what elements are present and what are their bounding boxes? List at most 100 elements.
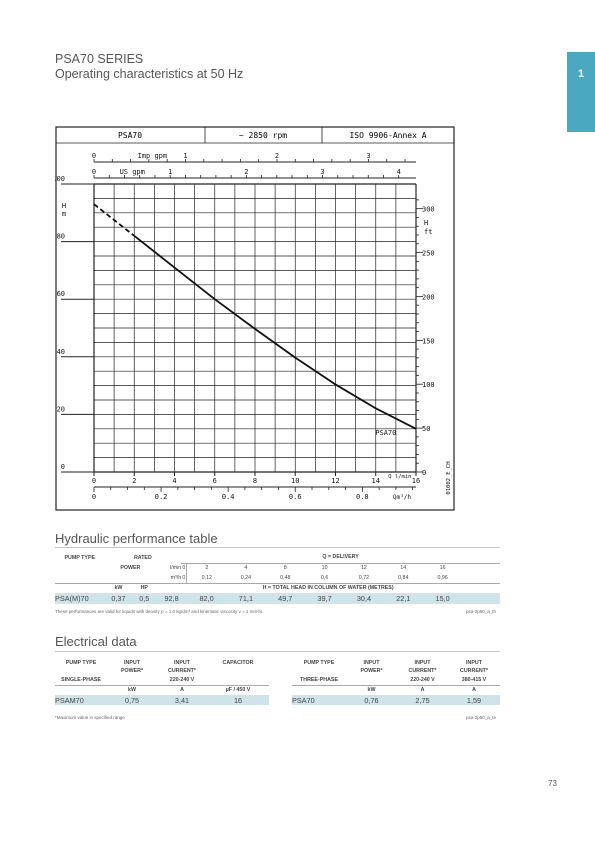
- e-h-power: POWER*: [120, 668, 144, 674]
- y-right-tick-label: 250: [422, 250, 435, 258]
- row-hp: 0,5: [132, 593, 157, 604]
- curve-psa70: [133, 235, 417, 430]
- unit-m3h: m³/h: [170, 574, 182, 581]
- y-right-label: H: [424, 219, 428, 227]
- e3-row-power: 0,76: [346, 695, 397, 705]
- x-us-tick-label: 4: [397, 168, 401, 176]
- y-left-tick-label: 20: [57, 405, 65, 413]
- e-row-current: 3,41: [157, 695, 207, 705]
- lmin-7: 16: [439, 565, 446, 572]
- head-6: 22,1: [383, 593, 423, 604]
- head-2: 71,1: [226, 593, 266, 604]
- x-m3h-tick-label: 0.2: [155, 493, 168, 501]
- e3-unit-a1: A: [420, 687, 425, 694]
- chapter-tab[interactable]: 1: [567, 52, 595, 132]
- electrical-table-three: PUMP TYPE INPUT INPUT INPUT POWER* CURRE…: [292, 658, 500, 705]
- lmin-1: 2: [205, 565, 209, 572]
- m3h-6: 0,84: [398, 574, 409, 581]
- electrical-rule: [55, 651, 500, 652]
- x-lmin-tick-label: 12: [331, 477, 339, 485]
- row-pump-type: PSA(M)70: [55, 593, 105, 604]
- m3h-5: 0,72: [358, 574, 370, 581]
- y-left-tick-label: 40: [57, 348, 65, 356]
- chart-side-code: 01002_E_CH: [446, 461, 452, 494]
- h-rated: RATED: [133, 554, 152, 561]
- h-total-head: H = TOTAL HEAD IN COLUMN OF WATER (METRE…: [262, 585, 394, 592]
- e3-row-current1: 2,75: [397, 695, 448, 705]
- h-power: POWER: [120, 565, 141, 571]
- x-lmin-tick-label: 14: [372, 477, 380, 485]
- e3-row-current2: 1,59: [448, 695, 500, 705]
- m3h-7: 0,96: [437, 574, 448, 581]
- e3-h-current2: CURRENT*: [408, 668, 437, 674]
- e3-unit-a2: A: [472, 687, 476, 694]
- chart-standard-cell: ISO 9906-Annex A: [349, 131, 426, 140]
- m3h-1: 0,12: [201, 574, 212, 581]
- m3h-4: 0,6: [320, 574, 329, 581]
- y-right-tick-label: 50: [422, 425, 430, 433]
- chart-frame: [55, 126, 455, 511]
- e3-row-type: PSA70: [292, 695, 346, 705]
- e-voltage: 220-240 V: [169, 676, 195, 683]
- electrical-title: Electrical data: [55, 634, 137, 649]
- e3-h-input3: INPUT: [466, 659, 482, 666]
- m3h-2: 0,24: [240, 574, 252, 581]
- x-lmin-tick-label: 8: [253, 477, 257, 485]
- lmin-4: 10: [321, 565, 328, 572]
- y-left-label: H: [62, 202, 66, 210]
- x-us-tick-label: 1: [168, 168, 172, 176]
- e3-unit-kw: kW: [367, 687, 376, 694]
- curve-dashed-segment: [93, 203, 135, 237]
- x-imp-tick-label: 0: [92, 152, 96, 160]
- x-lmin-tick-label: 16: [412, 477, 420, 485]
- e-h-input2: INPUT: [174, 659, 190, 666]
- x-m3h-tick-label: 0.6: [289, 493, 302, 501]
- e-unit-kw: kW: [128, 687, 136, 694]
- x-m3h-tick-label: 0: [92, 493, 96, 501]
- page-number: 73: [548, 779, 557, 788]
- x-lmin-tick-label: 2: [132, 477, 136, 485]
- e-row-power: 0,75: [107, 695, 157, 705]
- chart-speed-cell: ~ 2850 rpm: [239, 131, 287, 140]
- hydraulic-title: Hydraulic performance table: [55, 531, 218, 546]
- unit-hp: HP: [140, 585, 148, 592]
- e-unit-a: A: [180, 687, 184, 694]
- page-subtitle: Operating characteristics at 50 Hz: [55, 67, 244, 81]
- head-1: 82,0: [186, 593, 227, 604]
- e3-phase-three: THREE-PHASE: [300, 676, 338, 683]
- x-lmin-tick-label: 10: [291, 477, 299, 485]
- e3-h-input2: INPUT: [414, 659, 431, 666]
- x-lmin-unit: Q l/min: [388, 474, 411, 480]
- lmin-6: 14: [400, 565, 407, 572]
- e3-voltage2: 380-415 V: [461, 676, 487, 683]
- y-left-tick-label: 100: [55, 175, 65, 183]
- m3h-0: 0: [181, 573, 188, 583]
- x-us-tick-label: 3: [320, 168, 324, 176]
- lmin-5: 12: [360, 565, 367, 572]
- y-right-tick-label: 100: [422, 381, 435, 389]
- e-h-input1: INPUT: [124, 659, 140, 666]
- e-row-cap: 16: [207, 695, 269, 705]
- y-left-tick-label: 80: [57, 233, 65, 241]
- x-m3h-tick-label: 0.4: [222, 493, 235, 501]
- y-left-unit: m: [62, 210, 66, 218]
- h-q-delivery: Q = DELIVERY: [181, 552, 500, 564]
- series-title: PSA70 SERIES: [55, 52, 144, 66]
- y-right-tick-label: 150: [422, 337, 435, 345]
- e3-h-current3: CURRENT*: [460, 668, 488, 674]
- y-left-tick-label: 0: [61, 463, 65, 471]
- m3h-3: 0,48: [280, 574, 291, 581]
- e3-h-type: PUMP TYPE: [303, 659, 335, 666]
- x-m3h-tick-label: 0.8: [356, 493, 369, 501]
- hydraulic-note: These performances are valid for liquids…: [55, 609, 264, 614]
- x-us-tick-label: 2: [244, 168, 248, 176]
- chart-model-cell: PSA70: [118, 131, 142, 140]
- performance-chart: PSA70 ~ 2850 rpm ISO 9906-Annex A 020406…: [55, 126, 455, 511]
- e-row-type: PSAM70: [55, 695, 107, 705]
- lmin-0: 0: [181, 563, 188, 573]
- electrical-code: psa-2p50_a_te: [466, 715, 497, 720]
- e3-voltage1: 220-240 V: [410, 676, 435, 683]
- y-left-tick-label: 60: [57, 290, 65, 298]
- lmin-3: 8: [283, 565, 287, 572]
- e3-h-input1: INPUT: [363, 659, 380, 666]
